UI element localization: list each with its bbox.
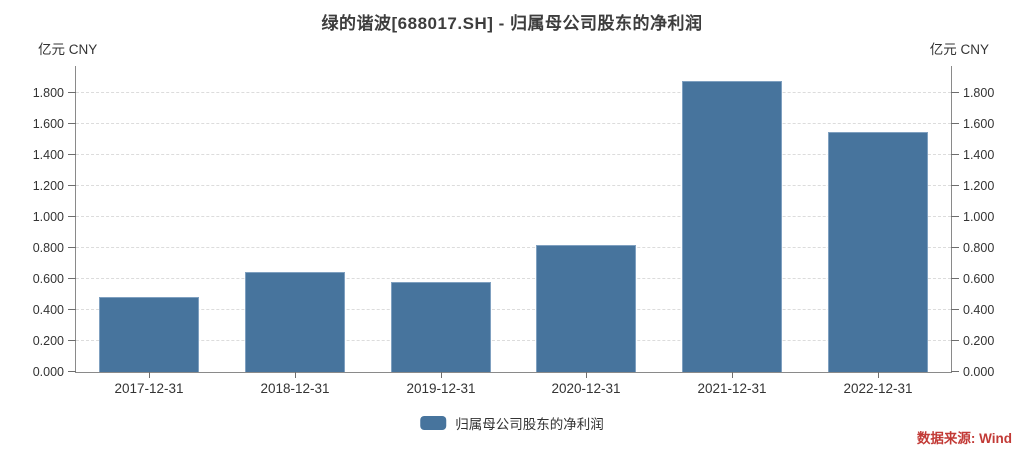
legend-label: 归属母公司股东的净利润 [455,417,604,432]
y-tick-label-right: 0.400 [963,303,995,317]
y-tick-label-left: 0.800 [32,241,64,255]
bar-2019-12-31[interactable] [391,282,491,372]
y-tick-mark-left [68,247,76,248]
y-tick-label-left: 1.400 [32,148,64,162]
y-tick-mark-right [951,278,959,279]
data-source: 数据来源: Wind [916,431,1012,446]
gridline [76,154,951,155]
x-tick-label: 2021-12-31 [697,381,767,396]
y-tick-mark-right [951,92,959,93]
x-tick-label: 2019-12-31 [406,381,476,396]
gridline [76,185,951,186]
y-tick-label-left: 1.000 [32,210,64,224]
y-tick-mark-left [68,371,76,372]
y-tick-mark-left [68,123,76,124]
y-tick-mark-left [68,278,76,279]
chart-title: 绿的谐波[688017.SH] - 归属母公司股东的净利润 [321,14,703,33]
y-tick-label-right: 0.600 [963,272,995,286]
plot-area: 0.000 0.000 0.200 0.200 0.400 0.400 0.600 0.600… [33,66,994,396]
x-tick-mark [732,372,733,378]
gridline [76,247,951,248]
bar-2022-12-31[interactable] [828,132,928,372]
y-tick-label-left: 0.200 [32,334,64,348]
y-tick-mark-left [68,340,76,341]
gridline [76,278,951,279]
x-tick-label: 2018-12-31 [260,381,330,396]
y-tick-mark-right [951,340,959,341]
y-tick-mark-right [951,216,959,217]
y-axis-unit-left: 亿元 CNY [38,42,98,57]
y-tick-label-right: 1.400 [963,148,995,162]
x-tick-label: 2017-12-31 [114,381,184,396]
y-tick-mark-left [68,216,76,217]
bar-2020-12-31[interactable] [536,245,636,372]
legend-marker [420,416,447,430]
y-tick-label-right: 1.200 [963,179,995,193]
y-tick-label-right: 1.600 [963,117,995,131]
gridline [76,340,951,341]
y-tick-label-left: 1.800 [32,86,64,100]
gridline [76,92,951,93]
y-tick-label-left: 0.000 [32,365,64,379]
y-tick-mark-right [951,371,959,372]
y-tick-label-right: 1.000 [963,210,995,224]
legend-item[interactable]: 归属母公司股东的净利润 [420,413,604,433]
y-tick-label-right: 1.800 [963,86,995,100]
x-tick-mark [586,372,587,378]
y-tick-mark-left [68,185,76,186]
y-tick-mark-right [951,309,959,310]
x-tick-mark [149,372,150,378]
x-tick-mark [441,372,442,378]
y-tick-mark-left [68,309,76,310]
y-tick-mark-right [951,123,959,124]
x-tick-label: 2022-12-31 [843,381,913,396]
y-tick-label-left: 1.200 [32,179,64,193]
gridline [76,216,951,217]
gridline [76,309,951,310]
bar-2018-12-31[interactable] [245,272,345,372]
y-tick-mark-right [951,154,959,155]
x-tick-label: 2020-12-31 [551,381,621,396]
y-tick-mark-left [68,92,76,93]
gridline [76,123,951,124]
y-tick-mark-right [951,185,959,186]
y-tick-mark-right [951,247,959,248]
bar-2017-12-31[interactable] [99,297,199,372]
y-tick-label-left: 1.600 [32,117,64,131]
y-tick-mark-left [68,154,76,155]
y-tick-label-left: 0.400 [32,303,64,317]
y-tick-label-right: 0.000 [963,365,995,379]
y-tick-label-left: 0.600 [32,272,64,286]
x-tick-mark [878,372,879,378]
x-tick-mark [295,372,296,378]
y-tick-label-right: 0.200 [963,334,995,348]
bar-2021-12-31[interactable] [682,81,782,372]
y-tick-label-right: 0.800 [963,241,995,255]
y-axis-unit-right: 亿元 CNY [929,42,989,57]
